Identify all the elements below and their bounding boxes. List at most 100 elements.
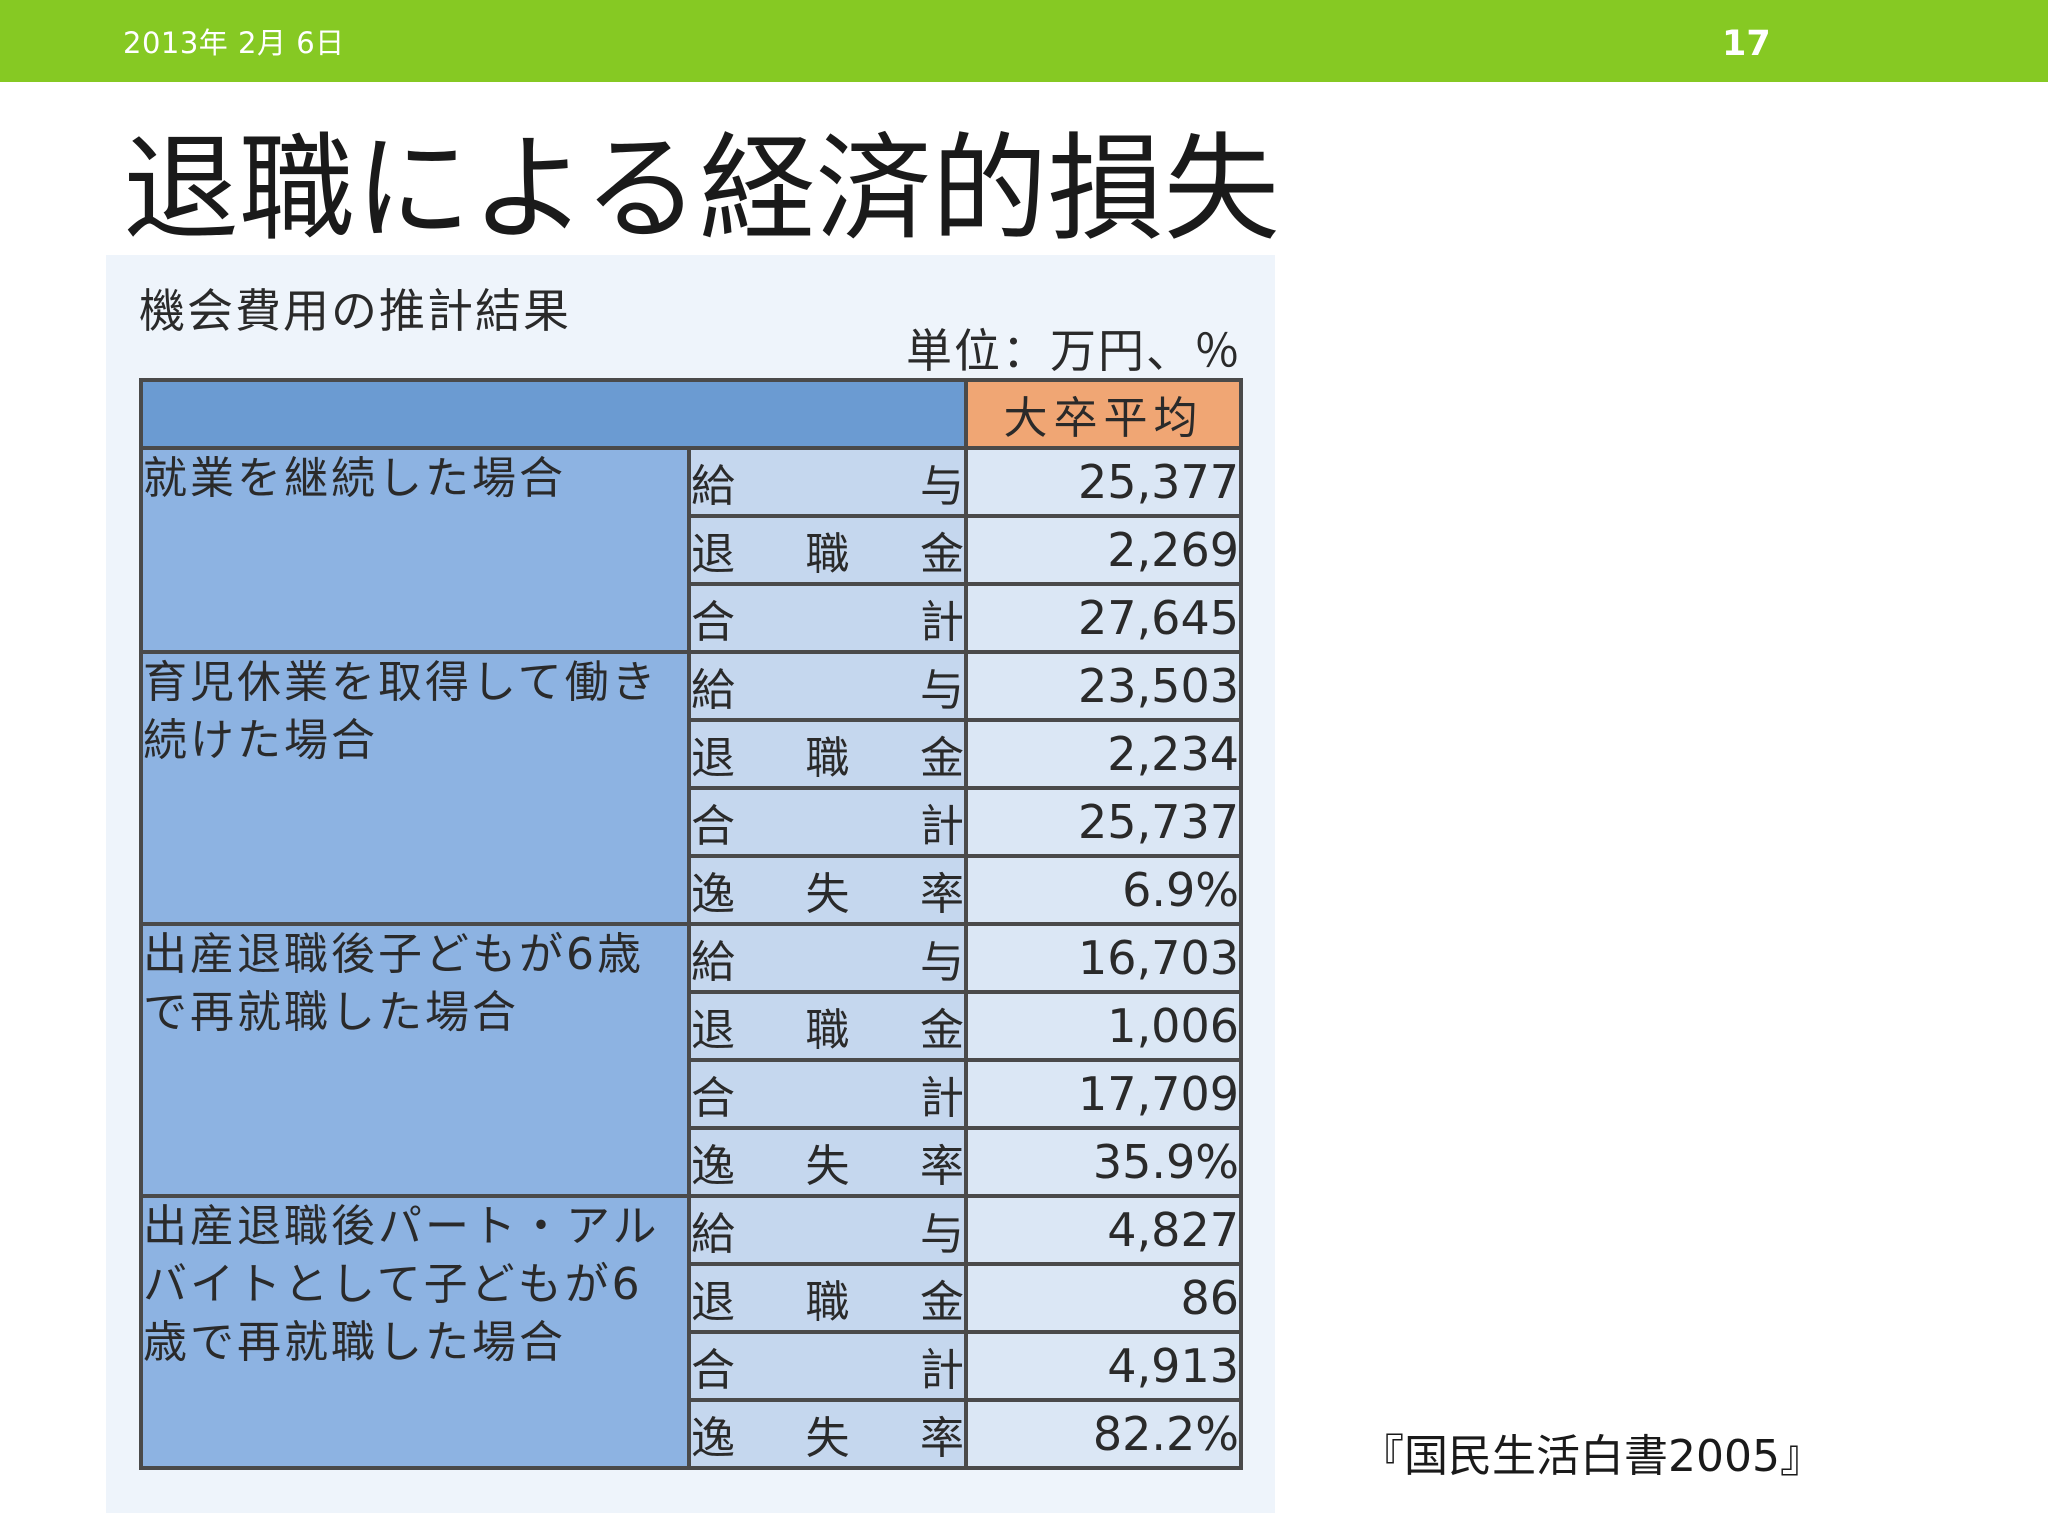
item-char: 金 — [920, 1277, 964, 1328]
item-cell: 逸失率 — [687, 854, 968, 926]
table-row: 逸 失 率 82.2% — [141, 1398, 1243, 1470]
item-cell: 退職金 — [687, 718, 968, 790]
value-cell: 1,006 — [964, 990, 1243, 1062]
item-char: 逸 — [691, 1141, 735, 1192]
item-cell: 合計 — [687, 1058, 968, 1130]
category-cell: 出産退職後パート・アルバイトとして子どもが6歳で再就職した場合 — [139, 1194, 691, 1470]
table-row: 出産退職後パート・アルバイトとして子どもが6歳で再就職した場合給与 4,827 — [139, 1194, 1243, 1470]
table-row: 合計 17,709 — [141, 1058, 1243, 1130]
table-row: 退 職 金 86 — [141, 1262, 1243, 1334]
category-cell: 育児休業を取得して働き続けた場合 — [139, 650, 691, 926]
item-label: 給与 — [691, 926, 964, 990]
item-char: 給 — [691, 665, 735, 716]
item-char: 計 — [920, 1073, 964, 1124]
item-cell: 給与 — [687, 922, 968, 994]
table-row: 合計 4,913 — [141, 1330, 1243, 1402]
item-label: 逸失率 — [691, 1402, 964, 1466]
item-char: 退 — [691, 1005, 735, 1056]
item-char: 計 — [920, 597, 964, 648]
item-char: 職 — [805, 733, 850, 784]
table-figure: 機会費用の推計結果 単位：万円、％ 大卒平均 就業を継続した場合給与 25,377… — [106, 255, 1275, 1513]
item-char: 給 — [691, 937, 735, 988]
item-label: 逸失率 — [691, 1130, 964, 1194]
item-cell: 合計 — [687, 786, 968, 858]
category-cell: 出産退職後子どもが6歳で再就職した場合 — [139, 922, 691, 1198]
item-char: 金 — [920, 1005, 964, 1056]
item-label: 給与 — [691, 1198, 964, 1262]
figure-title: 機会費用の推計結果 — [139, 284, 571, 338]
column-header: 大卒平均 — [964, 378, 1243, 450]
item-cell: 給与 — [687, 650, 968, 722]
item-label: 退職金 — [691, 994, 964, 1058]
value-cell: 25,737 — [964, 786, 1243, 858]
item-char: 職 — [805, 1277, 850, 1328]
opportunity-cost-table: 大卒平均 就業を継続した場合給与 25,377 退職金 2,269 合計 27,645 育児… — [139, 378, 1243, 1470]
table-row: 出産退職後子どもが6歳で再就職した場合給与 16,703 — [139, 922, 1243, 1198]
value-cell: 86 — [964, 1262, 1243, 1334]
item-cell: 退職金 — [687, 990, 968, 1062]
item-char: 職 — [805, 529, 850, 580]
item-char: 失 — [805, 1141, 850, 1192]
item-label: 合計 — [691, 1334, 964, 1398]
value-cell: 6.9% — [964, 854, 1243, 926]
item-char: 退 — [691, 529, 735, 580]
table-row: 逸 失 率 35.9% — [141, 1126, 1243, 1198]
item-char: 逸 — [691, 1413, 735, 1464]
value-cell: 27,645 — [964, 582, 1243, 654]
table-row: 育児休業を取得して働き続けた場合給与 23,503 — [139, 650, 1243, 926]
slide-date: 2013年 2月 6日 — [123, 26, 345, 60]
table-row: 退 職 金 2,269 — [141, 514, 1243, 586]
item-label: 退職金 — [691, 518, 964, 582]
item-label: 合計 — [691, 586, 964, 650]
item-char: 失 — [805, 869, 850, 920]
item-char: 職 — [805, 1005, 850, 1056]
item-char: 合 — [691, 801, 735, 852]
table-header-row: 大卒平均 — [139, 378, 1243, 450]
item-char: 計 — [920, 801, 964, 852]
item-label: 退職金 — [691, 722, 964, 786]
value-cell: 23,503 — [964, 650, 1243, 722]
item-label: 合計 — [691, 1062, 964, 1126]
item-char: 率 — [920, 1141, 964, 1192]
table-row: 退 職 金 2,234 — [141, 718, 1243, 790]
item-char: 合 — [691, 597, 735, 648]
item-char: 金 — [920, 733, 964, 784]
item-char: 給 — [691, 1209, 735, 1260]
table-row: 合計 25,737 — [141, 786, 1243, 858]
table-row: 就業を継続した場合給与 25,377 — [139, 446, 1243, 654]
item-char: 与 — [920, 937, 964, 988]
value-cell: 25,377 — [964, 446, 1243, 518]
item-cell: 合計 — [687, 1330, 968, 1402]
item-char: 退 — [691, 733, 735, 784]
item-cell: 逸失率 — [687, 1126, 968, 1198]
value-cell: 16,703 — [964, 922, 1243, 994]
header-bar: 2013年 2月 6日 17 — [0, 0, 2048, 82]
item-label: 逸失率 — [691, 858, 964, 922]
item-char: 計 — [920, 1345, 964, 1396]
item-char: 率 — [920, 1413, 964, 1464]
item-cell: 退職金 — [687, 514, 968, 586]
value-cell: 4,827 — [964, 1194, 1243, 1266]
table-row: 逸 失 率 6.9% — [141, 854, 1243, 926]
item-cell: 給与 — [687, 446, 968, 518]
item-char: 金 — [920, 529, 964, 580]
value-cell: 2,234 — [964, 718, 1243, 790]
item-label: 給与 — [691, 654, 964, 718]
item-char: 率 — [920, 869, 964, 920]
value-cell: 17,709 — [964, 1058, 1243, 1130]
item-cell: 退職金 — [687, 1262, 968, 1334]
table-row: 合計 27,645 — [141, 582, 1243, 654]
item-label: 合計 — [691, 790, 964, 854]
item-char: 退 — [691, 1277, 735, 1328]
header-corner-cell — [139, 378, 968, 450]
table-body: 就業を継続した場合給与 25,377 退職金 2,269 合計 27,645 育児休業を取得… — [139, 446, 1243, 1470]
slide-title: 退職による経済的損失 — [123, 122, 1280, 257]
item-char: 給 — [691, 461, 735, 512]
item-char: 与 — [920, 1209, 964, 1260]
item-char: 失 — [805, 1413, 850, 1464]
item-char: 与 — [920, 665, 964, 716]
source-citation: 『国民生活白書2005』 — [1360, 1431, 1824, 1482]
value-cell: 4,913 — [964, 1330, 1243, 1402]
item-label: 退職金 — [691, 1266, 964, 1330]
item-char: 合 — [691, 1345, 735, 1396]
